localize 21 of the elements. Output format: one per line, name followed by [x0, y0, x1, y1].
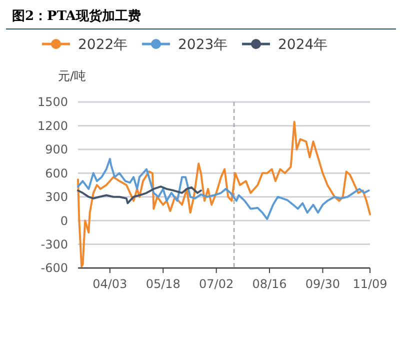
- y-tick-label: 1200: [37, 118, 68, 133]
- y-axis-title: 元/吨: [58, 69, 86, 83]
- line-series: [77, 158, 370, 220]
- line-series: [77, 186, 202, 204]
- y-tick-label: -300: [40, 237, 68, 252]
- y-tick-label: 900: [45, 142, 68, 157]
- x-tick-label: 11/09: [352, 277, 388, 291]
- x-tick-label: 04/03: [92, 277, 128, 291]
- y-tick-label: 0: [60, 214, 68, 228]
- legend-label: 2023年: [178, 37, 228, 53]
- x-tick-label: 09/30: [305, 277, 340, 291]
- y-tick-label: 300: [45, 190, 68, 204]
- y-tick-label: 600: [45, 166, 68, 180]
- x-tick-label: 05/18: [146, 277, 180, 291]
- legend-label: 2022年: [78, 37, 128, 53]
- y-tick-label: -600: [40, 261, 68, 276]
- x-tick-label: 08/16: [252, 277, 287, 291]
- chart-title: 图2：PTA现货加工费: [12, 8, 141, 24]
- legend-label: 2024年: [278, 37, 328, 53]
- y-tick-label: 1500: [37, 95, 68, 110]
- x-tick-label: 07/02: [199, 277, 234, 291]
